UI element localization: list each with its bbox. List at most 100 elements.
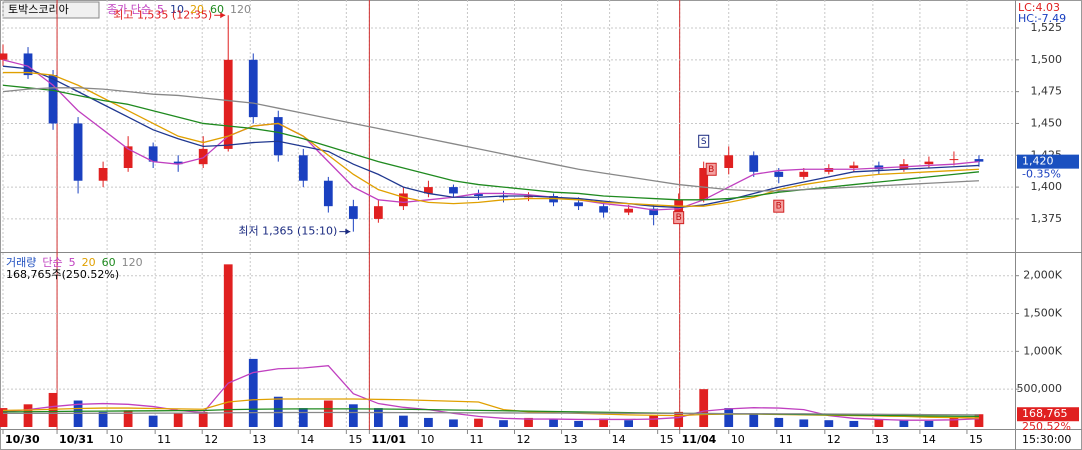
candle-body xyxy=(399,193,408,207)
volume-bar xyxy=(699,389,709,427)
candle-body xyxy=(424,187,433,194)
x-tick-label: 15 xyxy=(348,433,362,446)
annotation: 최고 1,535 (12:35) xyxy=(113,8,212,21)
candle-body xyxy=(48,75,58,124)
volume-bar xyxy=(624,420,633,427)
legend-entry: 5 xyxy=(157,3,164,16)
x-tick-label: 10 xyxy=(420,433,434,446)
volume-bar xyxy=(424,417,433,427)
volume-bar xyxy=(148,415,158,427)
moving-average-line xyxy=(2,87,979,192)
candle-body xyxy=(273,117,283,156)
candle-body xyxy=(348,206,358,219)
symbol[interactable]: 토박스코리아 xyxy=(8,3,69,16)
candle-body xyxy=(23,53,33,76)
y-tick-label: 1,400 xyxy=(1031,180,1063,193)
candle-body xyxy=(323,180,333,207)
moving-average-line xyxy=(2,59,980,211)
candle-body xyxy=(198,148,208,165)
volume-bar xyxy=(849,420,859,427)
y-tick-label: 2,000K xyxy=(1023,269,1062,282)
candle-body xyxy=(474,193,483,196)
volume-bar xyxy=(273,396,283,427)
candle-body xyxy=(123,146,133,168)
x-tick-label: 10/30 xyxy=(5,433,40,446)
volume-bar xyxy=(574,420,583,427)
last-volume: 168,765 xyxy=(1022,407,1068,420)
x-tick-label: 11 xyxy=(469,433,483,446)
lc-label: LC:4.03 xyxy=(1018,1,1060,14)
volume-bar xyxy=(499,420,508,427)
legend-entry: 60 xyxy=(102,256,116,269)
y-tick-label: 1,450 xyxy=(1031,116,1063,129)
signal-label: S xyxy=(701,137,707,147)
signal-marker xyxy=(705,162,717,176)
volume-bar xyxy=(98,411,108,427)
volume-bar xyxy=(524,417,533,427)
signal-marker xyxy=(773,199,785,213)
volume-bar xyxy=(949,417,959,427)
candle-body xyxy=(749,155,759,172)
candle-body xyxy=(774,171,784,177)
signal-label: B xyxy=(776,202,782,212)
y-tick-label: 1,525 xyxy=(1031,21,1063,34)
candle-body xyxy=(373,206,383,219)
legend-title: 종가 단순 xyxy=(107,3,151,16)
signal-marker xyxy=(698,134,710,148)
moving-average-line xyxy=(2,65,979,209)
volume-subtitle: 168,765주(250.52%) xyxy=(6,268,119,281)
x-tick-label: 14 xyxy=(922,433,936,446)
annotation-arrowhead xyxy=(345,228,351,235)
volume-bar xyxy=(974,414,984,427)
x-tick-label: 12 xyxy=(204,433,218,446)
candle-body xyxy=(849,165,859,168)
volume-bar xyxy=(674,411,684,427)
time-label: 15:30:00 xyxy=(1022,433,1071,446)
candle-body xyxy=(649,208,659,216)
candle-body xyxy=(599,206,608,213)
x-tick-label: 11 xyxy=(779,433,793,446)
candle-body xyxy=(298,155,308,181)
candle-body xyxy=(699,168,709,200)
x-tick-label: 11/04 xyxy=(682,433,717,446)
candle-body xyxy=(248,59,258,118)
volume-bar xyxy=(399,415,408,427)
legend-entry: 5 xyxy=(69,256,76,269)
legend-entry: 120 xyxy=(230,3,251,16)
volume-bar xyxy=(449,419,458,427)
last-price-box xyxy=(1017,154,1079,169)
last-volume-box xyxy=(1017,407,1079,422)
hc-label: HC:-7.49 xyxy=(1018,12,1066,25)
signal-label: B xyxy=(676,213,682,223)
volume-bar xyxy=(749,413,759,427)
legend-title: 단순 xyxy=(42,256,62,269)
candle-body xyxy=(449,187,458,194)
volume-bar xyxy=(223,264,233,427)
candle-body xyxy=(974,159,984,162)
legend-entry: 10 xyxy=(170,3,184,16)
volume-bar xyxy=(549,419,558,427)
candle-body xyxy=(173,161,183,165)
candle-body xyxy=(148,146,158,162)
candle-body xyxy=(0,53,8,60)
candle-body xyxy=(574,202,583,207)
volume-bar xyxy=(924,420,934,427)
volume-bar xyxy=(348,404,358,427)
volume-bar xyxy=(874,419,884,427)
x-tick-label: 13 xyxy=(564,433,578,446)
legend-entry: 20 xyxy=(190,3,204,16)
legend-entry: 120 xyxy=(122,256,143,269)
y-tick-label: 1,500 xyxy=(1031,53,1063,66)
candle-body xyxy=(799,171,809,177)
x-tick-label: 15 xyxy=(969,433,983,446)
x-tick-label: 13 xyxy=(875,433,889,446)
x-tick-label: 10 xyxy=(109,433,123,446)
volume-bar xyxy=(298,408,308,427)
candle-body xyxy=(724,155,734,168)
x-tick-label: 14 xyxy=(300,433,314,446)
volume-bar xyxy=(474,418,483,427)
y-tick-label: 1,000K xyxy=(1023,344,1062,357)
candle-body xyxy=(223,59,233,149)
